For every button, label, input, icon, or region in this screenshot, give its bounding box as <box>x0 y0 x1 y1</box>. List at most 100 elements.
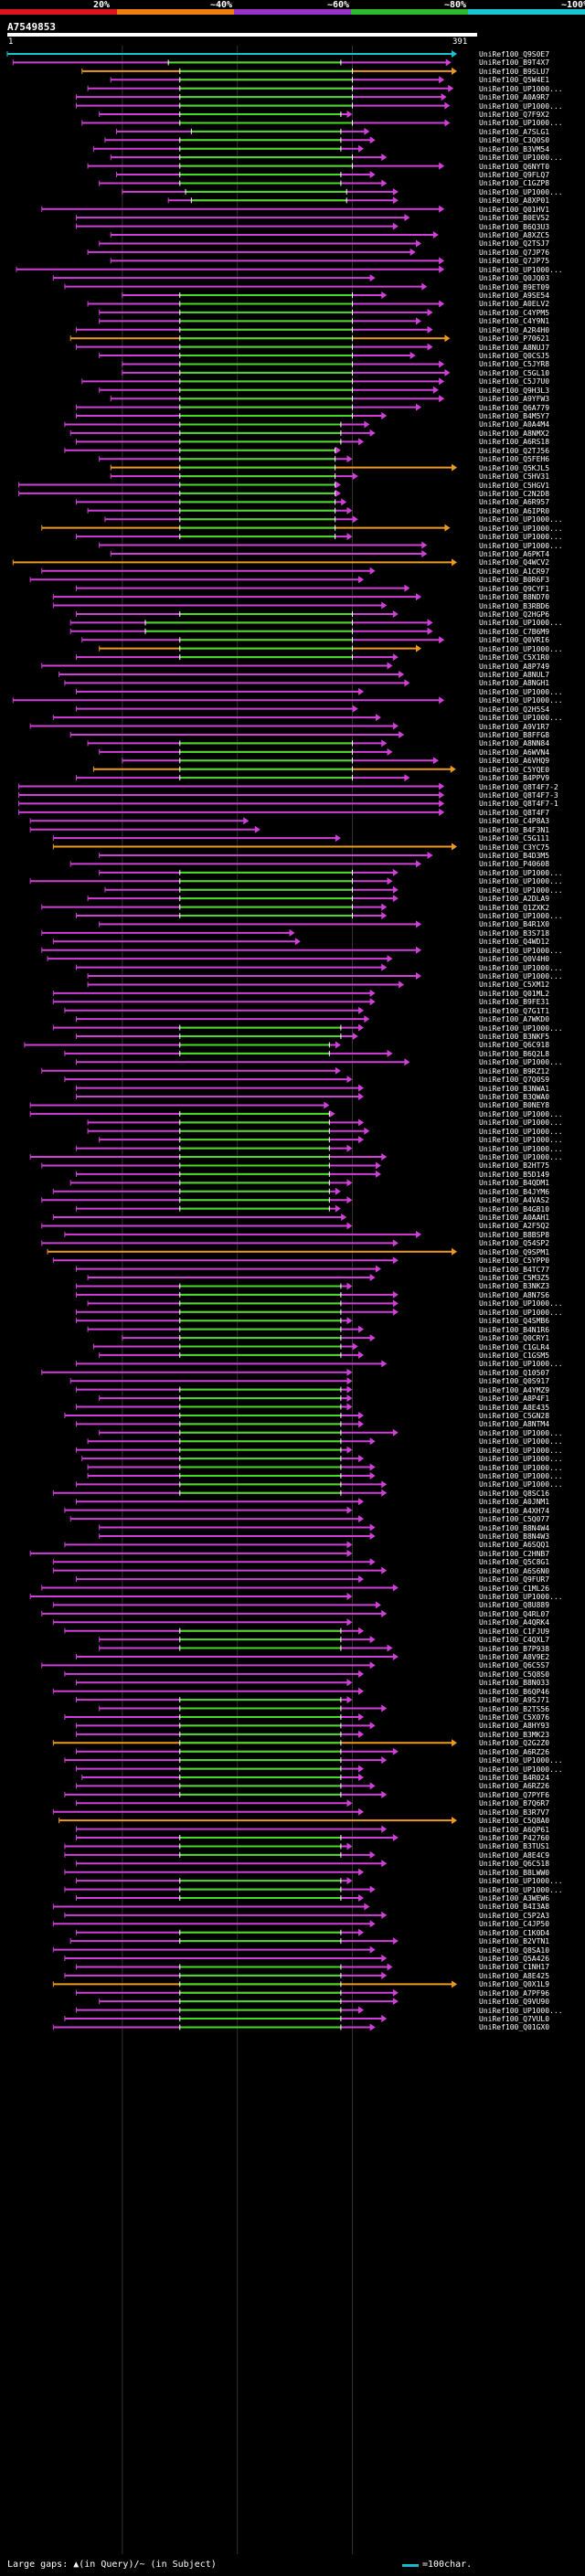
hit-label[interactable]: UniRef100_A8N7S6 <box>479 1290 550 1299</box>
hit-label[interactable]: UniRef100_C4YPM5 <box>479 308 550 317</box>
hit-label[interactable]: UniRef100_B3NKF5 <box>479 1033 550 1042</box>
hit-label[interactable]: UniRef100_UP1000... <box>479 696 563 705</box>
hit-label[interactable]: UniRef100_A4YMZ9 <box>479 1385 550 1394</box>
hit-label[interactable]: UniRef100_P42760 <box>479 1834 550 1842</box>
hit-label[interactable]: UniRef100_UP1000... <box>479 524 563 533</box>
hit-label[interactable]: UniRef100_Q7F9X2 <box>479 111 550 119</box>
hit-label[interactable]: UniRef100_Q54SP2 <box>479 1239 550 1248</box>
hit-label[interactable]: UniRef100_Q9FLQ7 <box>479 171 550 180</box>
hit-label[interactable]: UniRef100_Q5FEH6 <box>479 455 550 464</box>
hit-label[interactable]: UniRef100_UP1000... <box>479 714 563 723</box>
hit-label[interactable]: UniRef100_C5G111 <box>479 834 550 843</box>
hit-label[interactable]: UniRef100_UP1000... <box>479 868 563 877</box>
hit-label[interactable]: UniRef100_UP1000... <box>479 877 563 886</box>
hit-label[interactable]: UniRef100_UP1000... <box>479 1299 563 1309</box>
hit-label[interactable]: UniRef100_UP1000... <box>479 1360 563 1369</box>
hit-label[interactable]: UniRef100_C5JYR8 <box>479 360 550 369</box>
hit-label[interactable]: UniRef100_UP1000... <box>479 84 563 93</box>
hit-label[interactable]: UniRef100_Q01ML2 <box>479 989 550 998</box>
hit-label[interactable]: UniRef100_UP1000... <box>479 1058 563 1067</box>
hit-label[interactable]: UniRef100_Q0JQ03 <box>479 274 550 283</box>
hit-label[interactable]: UniRef100_Q6A779 <box>479 403 550 412</box>
hit-label[interactable]: UniRef100_B3VM54 <box>479 144 550 154</box>
hit-label[interactable]: UniRef100_A0JNM1 <box>479 1498 550 1507</box>
hit-label[interactable]: UniRef100_B3TUS1 <box>479 1842 550 1851</box>
hit-label[interactable]: UniRef100_A8NMX2 <box>479 429 550 438</box>
hit-label[interactable]: UniRef100_P70621 <box>479 334 550 344</box>
hit-label[interactable]: UniRef100_Q7JP75 <box>479 257 550 266</box>
hit-label[interactable]: UniRef100_UP1000... <box>479 541 563 550</box>
hit-label[interactable]: UniRef100_A8NUJ7 <box>479 343 550 352</box>
hit-label[interactable]: UniRef100_Q2TJ56 <box>479 446 550 455</box>
hit-label[interactable]: UniRef100_A0ELV2 <box>479 300 550 309</box>
hit-label[interactable]: UniRef100_A6RZ26 <box>479 1782 550 1791</box>
hit-label[interactable]: UniRef100_C5Q8A0 <box>479 1817 550 1826</box>
hit-label[interactable]: UniRef100_A2R4H0 <box>479 325 550 334</box>
hit-label[interactable]: UniRef100_Q8T4F7 <box>479 808 550 817</box>
hit-label[interactable]: UniRef100_Q9VU90 <box>479 1998 550 2007</box>
hit-label[interactable]: UniRef100_B7Q6R7 <box>479 1799 550 1808</box>
hit-label[interactable]: UniRef100_Q0X1L9 <box>479 1980 550 1989</box>
hit-label[interactable]: UniRef100_B4N1R6 <box>479 1325 550 1334</box>
hit-label[interactable]: UniRef100_B8LWW0 <box>479 1868 550 1877</box>
hit-label[interactable]: UniRef100_Q2H5S4 <box>479 705 550 714</box>
hit-label[interactable]: UniRef100_UP1000... <box>479 912 563 920</box>
hit-label[interactable]: UniRef100_A8NN84 <box>479 739 550 748</box>
hit-label[interactable]: UniRef100_A6SQQ1 <box>479 1541 550 1550</box>
hit-label[interactable]: UniRef100_B4R1X0 <box>479 920 550 929</box>
hit-label[interactable]: UniRef100_Q01HV1 <box>479 205 550 214</box>
hit-label[interactable]: UniRef100_A8E4C9 <box>479 1850 550 1860</box>
hit-label[interactable]: UniRef100_Q0CSJ5 <box>479 352 550 361</box>
hit-label[interactable]: UniRef100_Q6C518 <box>479 1860 550 1869</box>
hit-label[interactable]: UniRef100_Q9H3L3 <box>479 386 550 395</box>
hit-label[interactable]: UniRef100_C5HV31 <box>479 472 550 482</box>
hit-label[interactable]: UniRef100_UP1000... <box>479 187 563 196</box>
hit-label[interactable]: UniRef100_Q01GX0 <box>479 2023 550 2032</box>
hit-label[interactable]: UniRef100_Q8U889 <box>479 1601 550 1610</box>
hit-label[interactable]: UniRef100_A2F5Q2 <box>479 1222 550 1231</box>
hit-label[interactable]: UniRef100_C5YQE0 <box>479 765 550 774</box>
hit-label[interactable]: UniRef100_A1CR97 <box>479 567 550 576</box>
hit-label[interactable]: UniRef100_A6S6N0 <box>479 1566 550 1575</box>
hit-label[interactable]: UniRef100_B9ET09 <box>479 282 550 292</box>
hit-label[interactable]: UniRef100_C4P8A3 <box>479 817 550 826</box>
hit-label[interactable]: UniRef100_A4XH74 <box>479 1506 550 1515</box>
hit-label[interactable]: UniRef100_C5M3Z5 <box>479 1274 550 1283</box>
hit-label[interactable]: UniRef100_UP1000... <box>479 1446 563 1455</box>
hit-label[interactable]: UniRef100_Q10507 <box>479 1368 550 1377</box>
hit-label[interactable]: UniRef100_UP1000... <box>479 1127 563 1136</box>
hit-label[interactable]: UniRef100_C5J7U0 <box>479 377 550 387</box>
hit-label[interactable]: UniRef100_C5Q8S0 <box>479 1670 550 1679</box>
hit-label[interactable]: UniRef100_C5HGV1 <box>479 481 550 490</box>
hit-label[interactable]: UniRef100_UP1000... <box>479 2006 563 2015</box>
hit-label[interactable]: UniRef100_A6QP61 <box>479 1825 550 1834</box>
hit-label[interactable]: UniRef100_Q4WD12 <box>479 938 550 947</box>
hit-label[interactable]: UniRef100_B9T4X7 <box>479 58 550 68</box>
hit-label[interactable]: UniRef100_B3S718 <box>479 928 550 938</box>
hit-label[interactable]: UniRef100_C5X1R0 <box>479 653 550 663</box>
hit-label[interactable]: UniRef100_Q6NYT0 <box>479 162 550 171</box>
hit-label[interactable]: UniRef100_C1FJU9 <box>479 1627 550 1636</box>
hit-label[interactable]: UniRef100_Q8T4F7-2 <box>479 782 558 791</box>
hit-label[interactable]: UniRef100_UP1000... <box>479 515 563 525</box>
hit-label[interactable]: UniRef100_UP1000... <box>479 1885 563 1894</box>
hit-label[interactable]: UniRef100_B4PPV9 <box>479 774 550 783</box>
hit-label[interactable]: UniRef100_B0NEY8 <box>479 1101 550 1110</box>
hit-label[interactable]: UniRef100_B3MK23 <box>479 1730 550 1739</box>
hit-label[interactable]: UniRef100_Q4SMB6 <box>479 1317 550 1326</box>
hit-label[interactable]: UniRef100_A6WVN4 <box>479 747 550 757</box>
hit-label[interactable]: UniRef100_UP1000... <box>479 963 563 972</box>
hit-label[interactable]: UniRef100_UP1000... <box>479 265 563 274</box>
hit-label[interactable]: UniRef100_A8E435 <box>479 1403 550 1412</box>
hit-label[interactable]: UniRef100_A4VAS2 <box>479 1196 550 1205</box>
hit-label[interactable]: UniRef100_UP1000... <box>479 1023 563 1033</box>
hit-label[interactable]: UniRef100_UP1000... <box>479 1877 563 1886</box>
hit-label[interactable]: UniRef100_UP1000... <box>479 619 563 628</box>
hit-label[interactable]: UniRef100_B8BSP8 <box>479 1230 550 1239</box>
hit-label[interactable]: UniRef100_A8NGH1 <box>479 679 550 688</box>
hit-label[interactable]: UniRef100_C1GLR4 <box>479 1342 550 1352</box>
hit-label[interactable]: UniRef100_UP1000... <box>479 687 563 696</box>
hit-label[interactable]: UniRef100_Q9FUR7 <box>479 1575 550 1585</box>
hit-label[interactable]: UniRef100_C3YC75 <box>479 843 550 852</box>
hit-label[interactable]: UniRef100_B4F3N1 <box>479 825 550 834</box>
